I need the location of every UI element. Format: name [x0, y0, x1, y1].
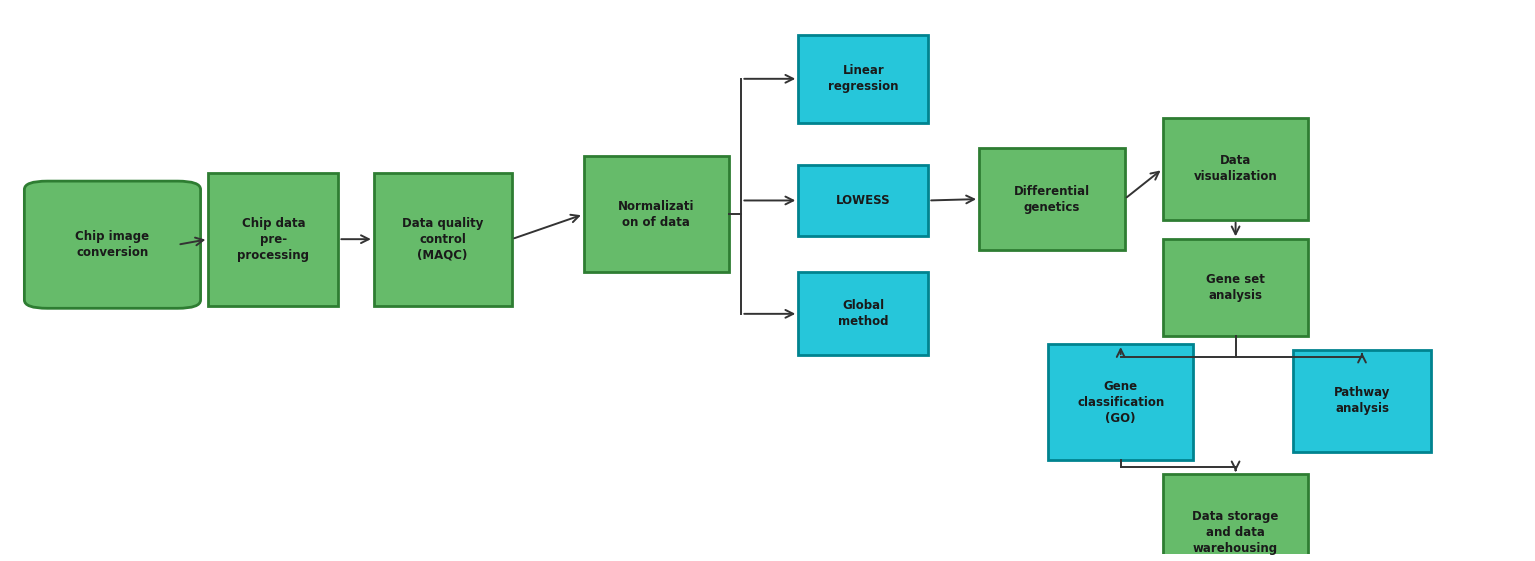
Text: Linear
regression: Linear regression [827, 65, 898, 93]
Text: Gene set
analysis: Gene set analysis [1207, 273, 1265, 302]
FancyBboxPatch shape [798, 35, 929, 123]
Text: Global
method: Global method [838, 300, 889, 328]
FancyBboxPatch shape [373, 173, 511, 306]
FancyBboxPatch shape [798, 164, 929, 236]
Text: LOWESS: LOWESS [837, 194, 890, 207]
FancyBboxPatch shape [1292, 350, 1431, 452]
Text: Data quality
control
(MAQC): Data quality control (MAQC) [402, 217, 484, 261]
FancyBboxPatch shape [583, 156, 729, 272]
FancyBboxPatch shape [1164, 474, 1308, 561]
FancyBboxPatch shape [1164, 239, 1308, 336]
FancyBboxPatch shape [979, 148, 1125, 250]
Text: Data storage
and data
warehousing: Data storage and data warehousing [1193, 510, 1279, 555]
Text: Pathway
analysis: Pathway analysis [1334, 387, 1391, 416]
Text: Chip data
pre-
processing: Chip data pre- processing [238, 217, 310, 261]
Text: Data
visualization: Data visualization [1194, 154, 1277, 183]
Text: Chip image
conversion: Chip image conversion [75, 230, 149, 259]
FancyBboxPatch shape [1048, 344, 1193, 461]
Text: Normalizati
on of data: Normalizati on of data [619, 200, 695, 229]
Text: Differential
genetics: Differential genetics [1013, 185, 1090, 214]
Text: Gene
classification
(GO): Gene classification (GO) [1078, 380, 1165, 425]
FancyBboxPatch shape [209, 173, 339, 306]
FancyBboxPatch shape [798, 272, 929, 355]
FancyBboxPatch shape [25, 181, 201, 309]
FancyBboxPatch shape [1164, 117, 1308, 220]
